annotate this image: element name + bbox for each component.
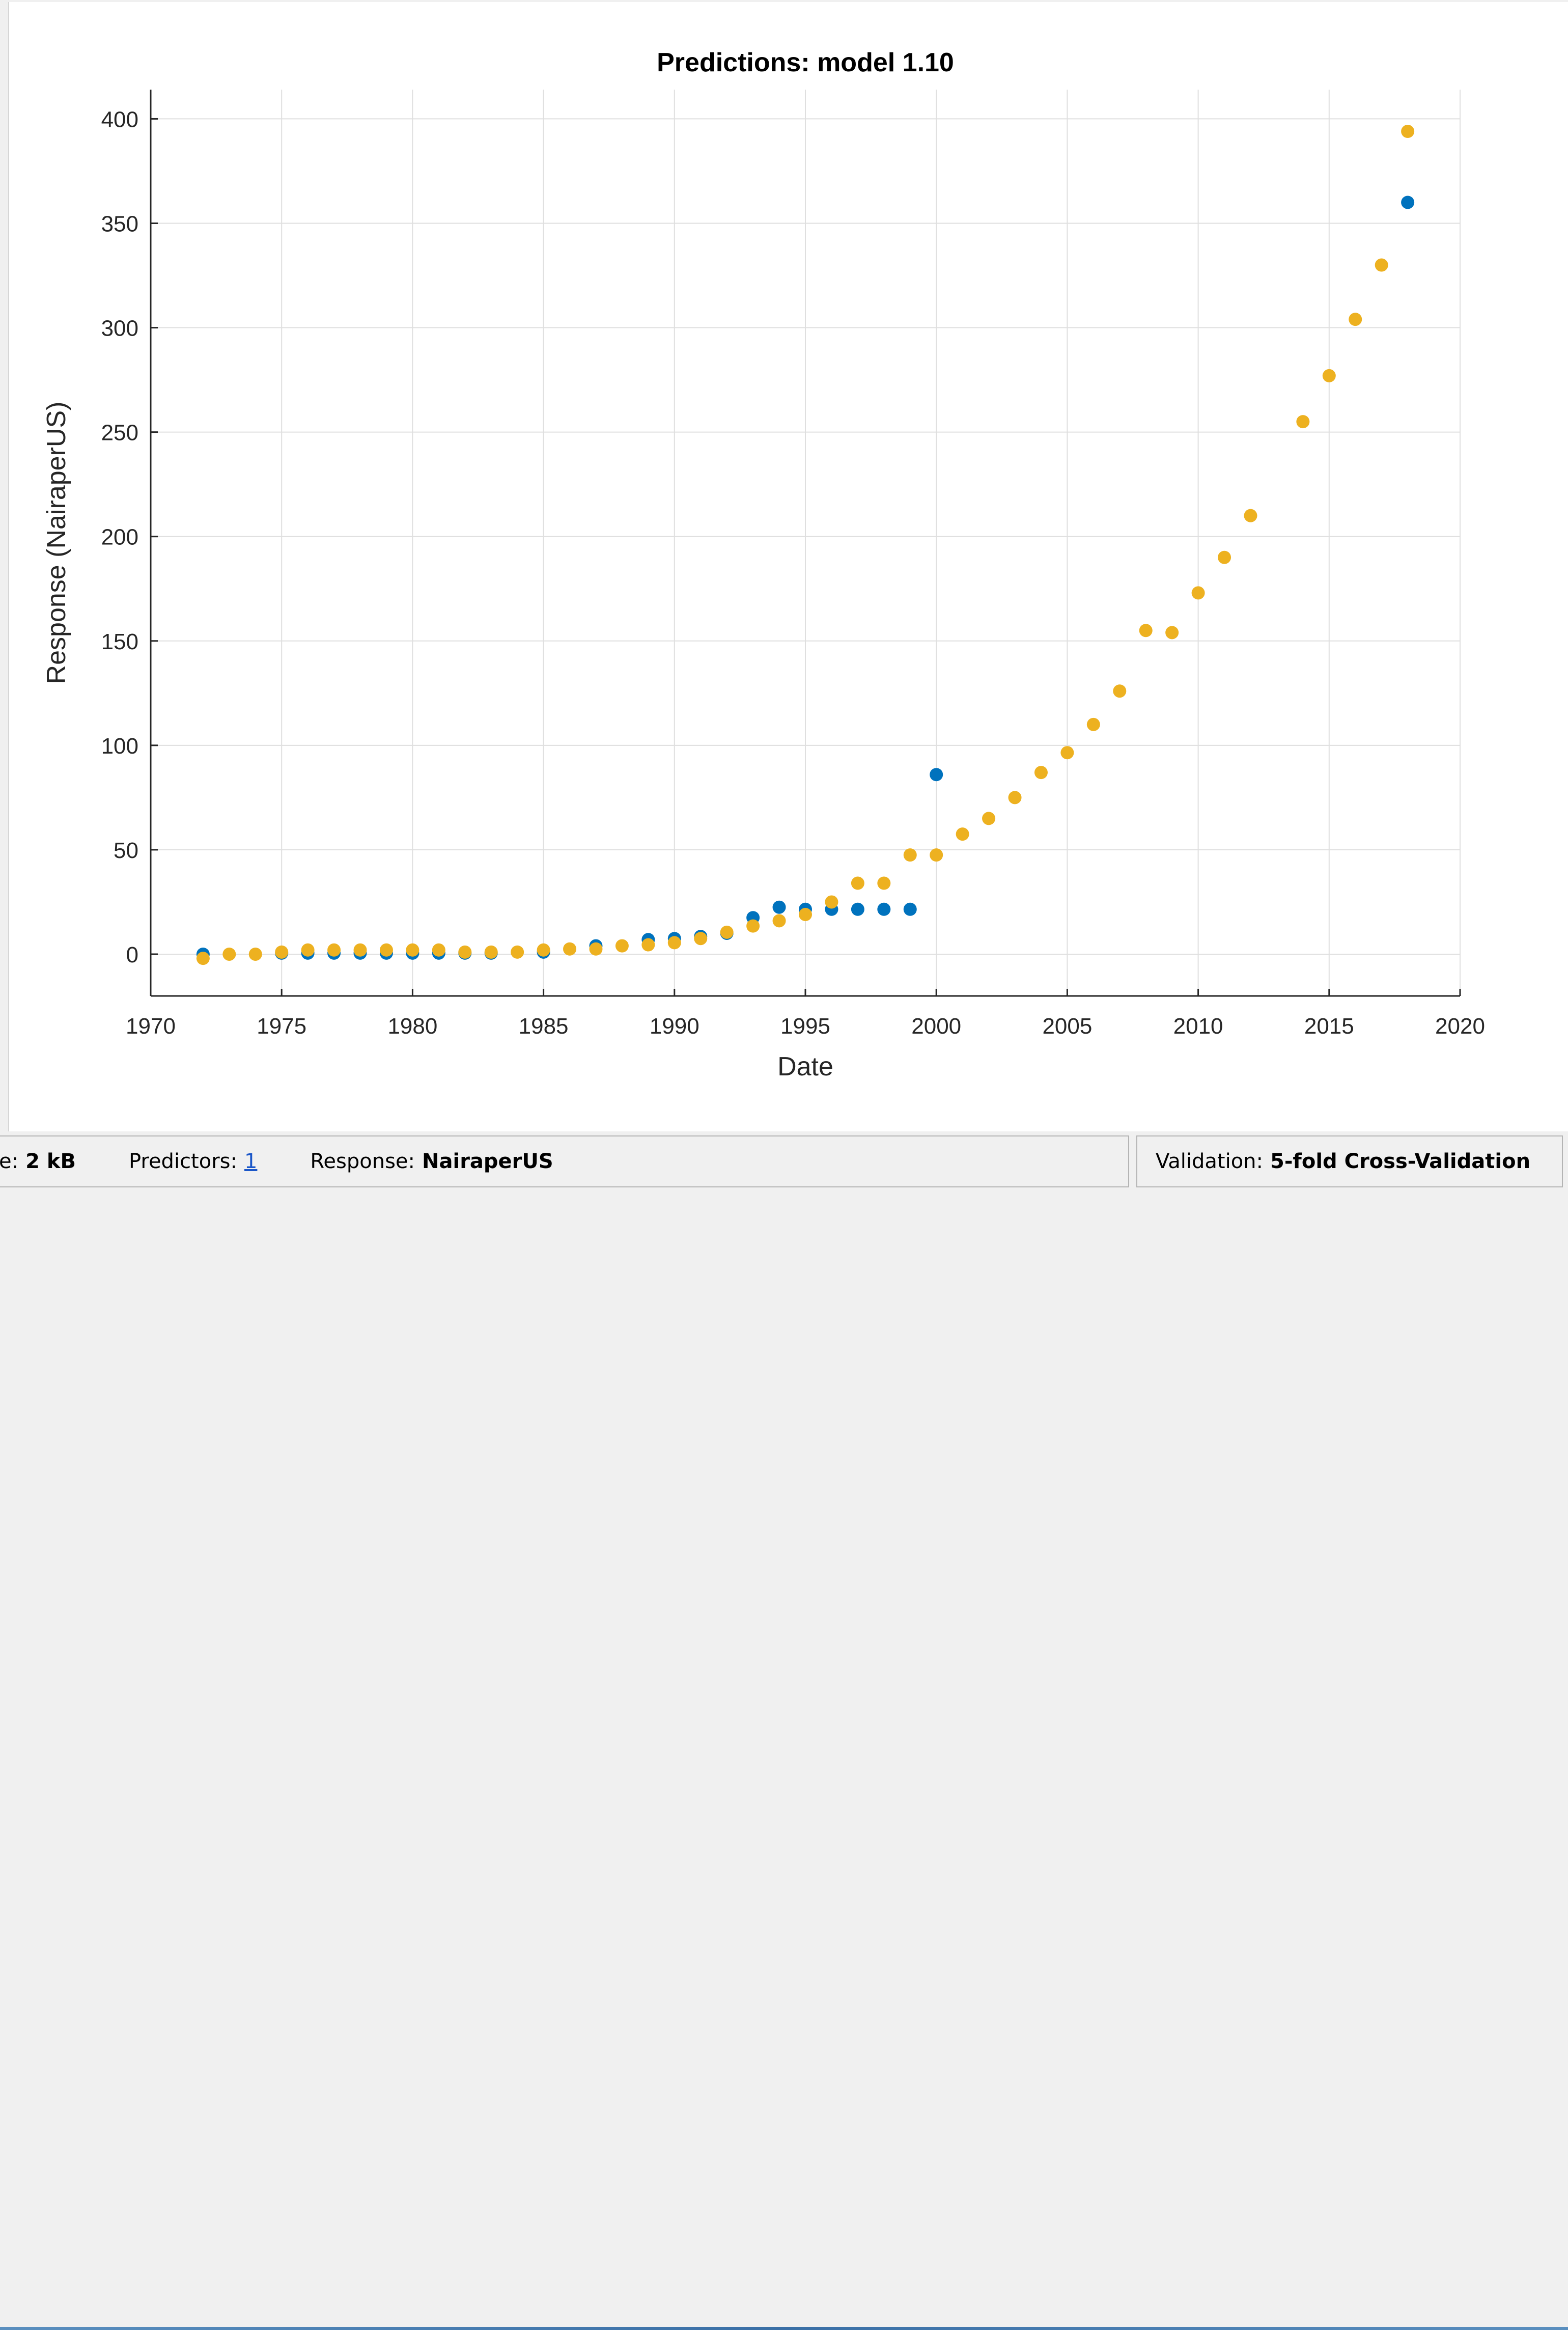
y-tick-label: 100 <box>101 734 138 759</box>
predictors-status: Predictors: 1 <box>129 1150 257 1173</box>
predictors-label: Predictors: <box>128 1150 237 1173</box>
predicted-response-point <box>1060 746 1074 760</box>
y-tick-label: 300 <box>101 316 138 341</box>
x-tick-label: 2010 <box>1173 1014 1223 1039</box>
true-response-point <box>877 902 891 916</box>
true-response-point <box>851 902 864 916</box>
predicted-response-point <box>641 938 655 952</box>
true-response-point <box>1401 196 1415 209</box>
predicted-response-point <box>1165 626 1179 640</box>
grid-lines <box>150 90 1461 996</box>
predicted-response-point <box>1191 586 1205 600</box>
axes <box>150 90 1461 997</box>
validation-panel: Validation: 5-fold Cross-Validation <box>1136 1135 1563 1187</box>
predicted-response-point <box>1218 550 1231 564</box>
predicted-response-point <box>1113 684 1127 698</box>
predicted-response-point <box>746 919 760 933</box>
predicted-response-point <box>772 914 786 928</box>
validation-label: Validation: <box>1156 1150 1263 1173</box>
predicted-response-point <box>589 942 603 956</box>
predicted-response-point <box>851 876 864 890</box>
predicted-response-point <box>222 947 236 961</box>
size-value: 2 kB <box>25 1150 76 1173</box>
model-info-panel: e: 2 kB Predictors: 1 Response: Nairaper… <box>0 1135 1129 1187</box>
x-axis-title: Date <box>777 1052 833 1081</box>
predicted-response-point <box>406 943 419 957</box>
predictions-chart: 1970 1975 1980 1985 1990 1995 2000 2005 2010 2015… <box>42 48 1485 1081</box>
response-value: NairaperUS <box>422 1150 553 1173</box>
true-response-point <box>930 768 943 782</box>
predicted-response-point <box>563 942 577 956</box>
predicted-response-point <box>694 932 708 946</box>
predicted-response-point <box>799 908 812 922</box>
y-tick-label: 150 <box>101 629 138 654</box>
predicted-response-point <box>379 943 393 957</box>
x-tick-label: 1975 <box>257 1014 306 1039</box>
predicted-response-point <box>1139 624 1153 637</box>
predicted-response-point <box>1244 509 1257 522</box>
predicted-response-point <box>1086 717 1100 731</box>
predicted-response-point <box>537 943 550 957</box>
plot-panel: 1970 1975 1980 1985 1990 1995 2000 2005 2010 2015… <box>8 2 1568 1131</box>
x-tick-label: 1970 <box>126 1014 176 1039</box>
predicted-response-point <box>1349 313 1362 326</box>
predicted-response-point <box>484 945 498 959</box>
x-tick-label: 2005 <box>1042 1014 1092 1039</box>
y-axis-title: Response (NairaperUS) <box>42 402 71 684</box>
x-tick-label: 2015 <box>1304 1014 1354 1039</box>
tick-labels: 1970 1975 1980 1985 1990 1995 2000 2005 2010 2015… <box>101 107 1485 1039</box>
true-response-point <box>772 900 786 914</box>
predicted-response-point <box>248 947 262 961</box>
window-bottom-edge <box>0 2327 1568 2330</box>
predicted-response-point <box>327 943 341 957</box>
y-tick-label: 400 <box>101 107 138 132</box>
x-tick-label: 1990 <box>650 1014 699 1039</box>
y-tick-label: 0 <box>126 942 138 967</box>
predicted-response-point <box>1322 369 1336 382</box>
y-tick-label: 50 <box>114 838 138 863</box>
predicted-response-point <box>458 945 472 959</box>
y-tick-label: 350 <box>101 211 138 236</box>
predicted-response-point <box>825 895 838 909</box>
x-tick-label: 2020 <box>1435 1014 1485 1039</box>
x-tick-label: 1985 <box>519 1014 569 1039</box>
predicted-response-point <box>301 943 315 957</box>
predicted-response-point <box>1296 415 1310 429</box>
predicted-response-point <box>275 945 289 959</box>
predicted-response-point <box>1008 791 1022 805</box>
true-response-point <box>903 902 917 916</box>
predicted-response-point <box>956 827 969 841</box>
predicted-response-point <box>432 943 445 957</box>
chart-title: Predictions: model 1.10 <box>657 48 954 77</box>
predicted-response-point <box>903 848 917 862</box>
data-points <box>196 125 1415 965</box>
x-tick-label: 1980 <box>387 1014 437 1039</box>
predicted-response-point <box>511 945 524 959</box>
predicted-response-point <box>667 936 681 950</box>
size-status: e: 2 kB <box>0 1150 76 1173</box>
predicted-response-point <box>930 848 943 862</box>
predicted-response-point <box>196 952 210 965</box>
status-bar: e: 2 kB Predictors: 1 Response: Nairaper… <box>0 1135 1568 2330</box>
x-tick-label: 1995 <box>780 1014 830 1039</box>
predicted-response-point <box>1401 125 1415 138</box>
y-tick-label: 250 <box>101 421 138 446</box>
predicted-response-point <box>1034 766 1048 780</box>
x-tick-label: 2000 <box>911 1014 961 1039</box>
predicted-response-point <box>982 812 996 825</box>
y-tick-label: 200 <box>101 525 138 550</box>
size-label: e: <box>0 1150 19 1173</box>
predicted-response-point <box>877 876 891 890</box>
predicted-response-point <box>615 939 629 953</box>
response-label: Response: <box>310 1150 415 1173</box>
validation-value: 5-fold Cross-Validation <box>1270 1150 1531 1173</box>
predicted-response-point <box>1375 258 1388 272</box>
response-status: Response: NairaperUS <box>310 1150 553 1173</box>
predicted-response-point <box>720 925 734 939</box>
predicted-response-point <box>353 943 367 957</box>
validation-status: Validation: 5-fold Cross-Validation <box>1156 1150 1530 1173</box>
predictors-count-link[interactable]: 1 <box>244 1150 258 1173</box>
